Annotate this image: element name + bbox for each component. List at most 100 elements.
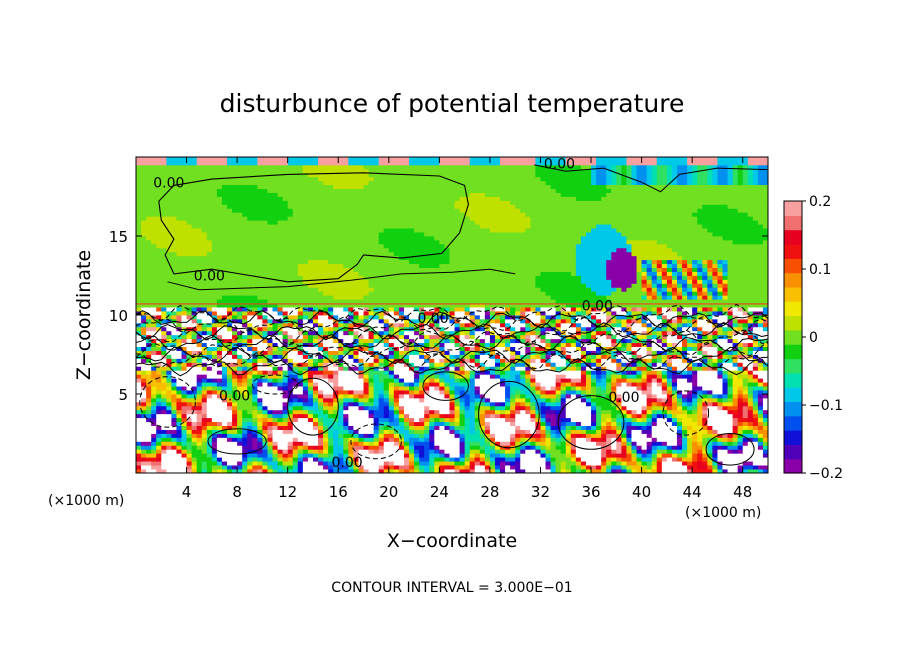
field-cell <box>287 441 294 446</box>
field-cell <box>712 429 718 434</box>
field-cell <box>682 417 688 423</box>
field-cell <box>393 469 400 473</box>
field-cell <box>287 394 294 399</box>
field-cell <box>757 465 764 470</box>
field-cell <box>484 465 491 470</box>
field-cell <box>682 362 688 367</box>
field-cell <box>656 401 663 407</box>
field-cell <box>606 461 612 466</box>
field-cell <box>515 397 521 403</box>
field-cell <box>151 417 157 423</box>
field-cell <box>262 421 268 426</box>
field-cell <box>676 405 683 411</box>
field-cell <box>439 386 445 391</box>
field-cell <box>727 382 734 387</box>
field-cell <box>560 425 567 430</box>
field-cell <box>444 354 450 359</box>
field-cell <box>606 354 612 359</box>
field-cell <box>631 433 637 438</box>
field-cell <box>762 346 768 351</box>
field-cell <box>242 334 248 340</box>
field-cell <box>373 342 380 347</box>
field-cell <box>424 397 430 403</box>
field-cell <box>201 397 208 403</box>
field-cell <box>606 421 612 426</box>
field-cell <box>403 374 410 379</box>
field-cell <box>530 315 536 320</box>
field-cell <box>201 405 208 411</box>
field-cell <box>489 409 496 415</box>
field-cell <box>661 370 668 375</box>
field-cell <box>221 338 228 344</box>
field-cell <box>247 445 253 450</box>
field-cell <box>631 374 637 379</box>
field-cell <box>752 378 759 383</box>
field-cell <box>287 354 294 359</box>
field-cell <box>247 350 253 355</box>
field-cell <box>312 445 319 450</box>
field-cell <box>156 386 162 391</box>
field-cell <box>515 425 521 430</box>
field-cell <box>176 354 182 359</box>
field-cell <box>444 445 450 450</box>
field-cell <box>484 394 491 399</box>
field-cell <box>373 413 380 419</box>
field-cell <box>570 338 577 344</box>
field-cell <box>333 346 339 351</box>
field-cell <box>141 358 147 363</box>
field-cell <box>414 469 420 473</box>
field-cell <box>530 338 536 344</box>
field-cell <box>565 397 572 403</box>
field-cell <box>464 433 471 438</box>
field-cell <box>560 394 567 399</box>
field-cell <box>414 429 420 434</box>
field-cell <box>302 338 309 344</box>
field-cell <box>575 350 582 355</box>
field-cell <box>560 370 567 375</box>
field-cell <box>656 421 663 426</box>
field-cell <box>611 334 617 340</box>
field-cell <box>682 449 688 454</box>
field-cell <box>737 382 744 387</box>
field-cell <box>151 397 157 403</box>
field-cell <box>494 421 501 426</box>
field-cell <box>424 405 430 411</box>
field-cell <box>368 457 375 462</box>
field-cell <box>727 425 734 430</box>
field-cell <box>722 405 728 411</box>
field-cell <box>656 429 663 434</box>
field-cell <box>232 326 238 332</box>
field-cell <box>676 366 683 371</box>
field-cell <box>358 445 364 450</box>
field-cell <box>616 334 622 340</box>
field-cell <box>601 465 607 470</box>
field-cell <box>454 425 460 430</box>
field-cell <box>206 378 213 383</box>
field-cell <box>333 315 339 320</box>
field-cell <box>237 386 243 391</box>
field-cell <box>631 413 637 419</box>
field-cell <box>146 397 152 403</box>
field-cell <box>201 433 208 438</box>
field-cell <box>221 342 228 347</box>
field-cell <box>318 346 324 351</box>
field-cell <box>656 433 663 438</box>
field-cell <box>403 461 410 466</box>
field-cell <box>312 334 319 340</box>
field-cell <box>181 334 187 340</box>
field-cell <box>196 405 203 411</box>
field-cell <box>520 409 526 415</box>
field-cell <box>540 386 546 391</box>
field-cell <box>722 397 728 403</box>
field-cell <box>722 469 728 473</box>
field-cell <box>550 382 557 387</box>
field-cell <box>762 469 768 473</box>
field-cell <box>676 382 683 387</box>
field-cell <box>525 417 531 423</box>
field-cell <box>611 413 617 419</box>
field-cell <box>550 405 557 411</box>
field-cell <box>585 346 592 351</box>
field-cell <box>328 405 334 411</box>
field-cell <box>510 397 516 403</box>
field-cell <box>186 425 193 430</box>
